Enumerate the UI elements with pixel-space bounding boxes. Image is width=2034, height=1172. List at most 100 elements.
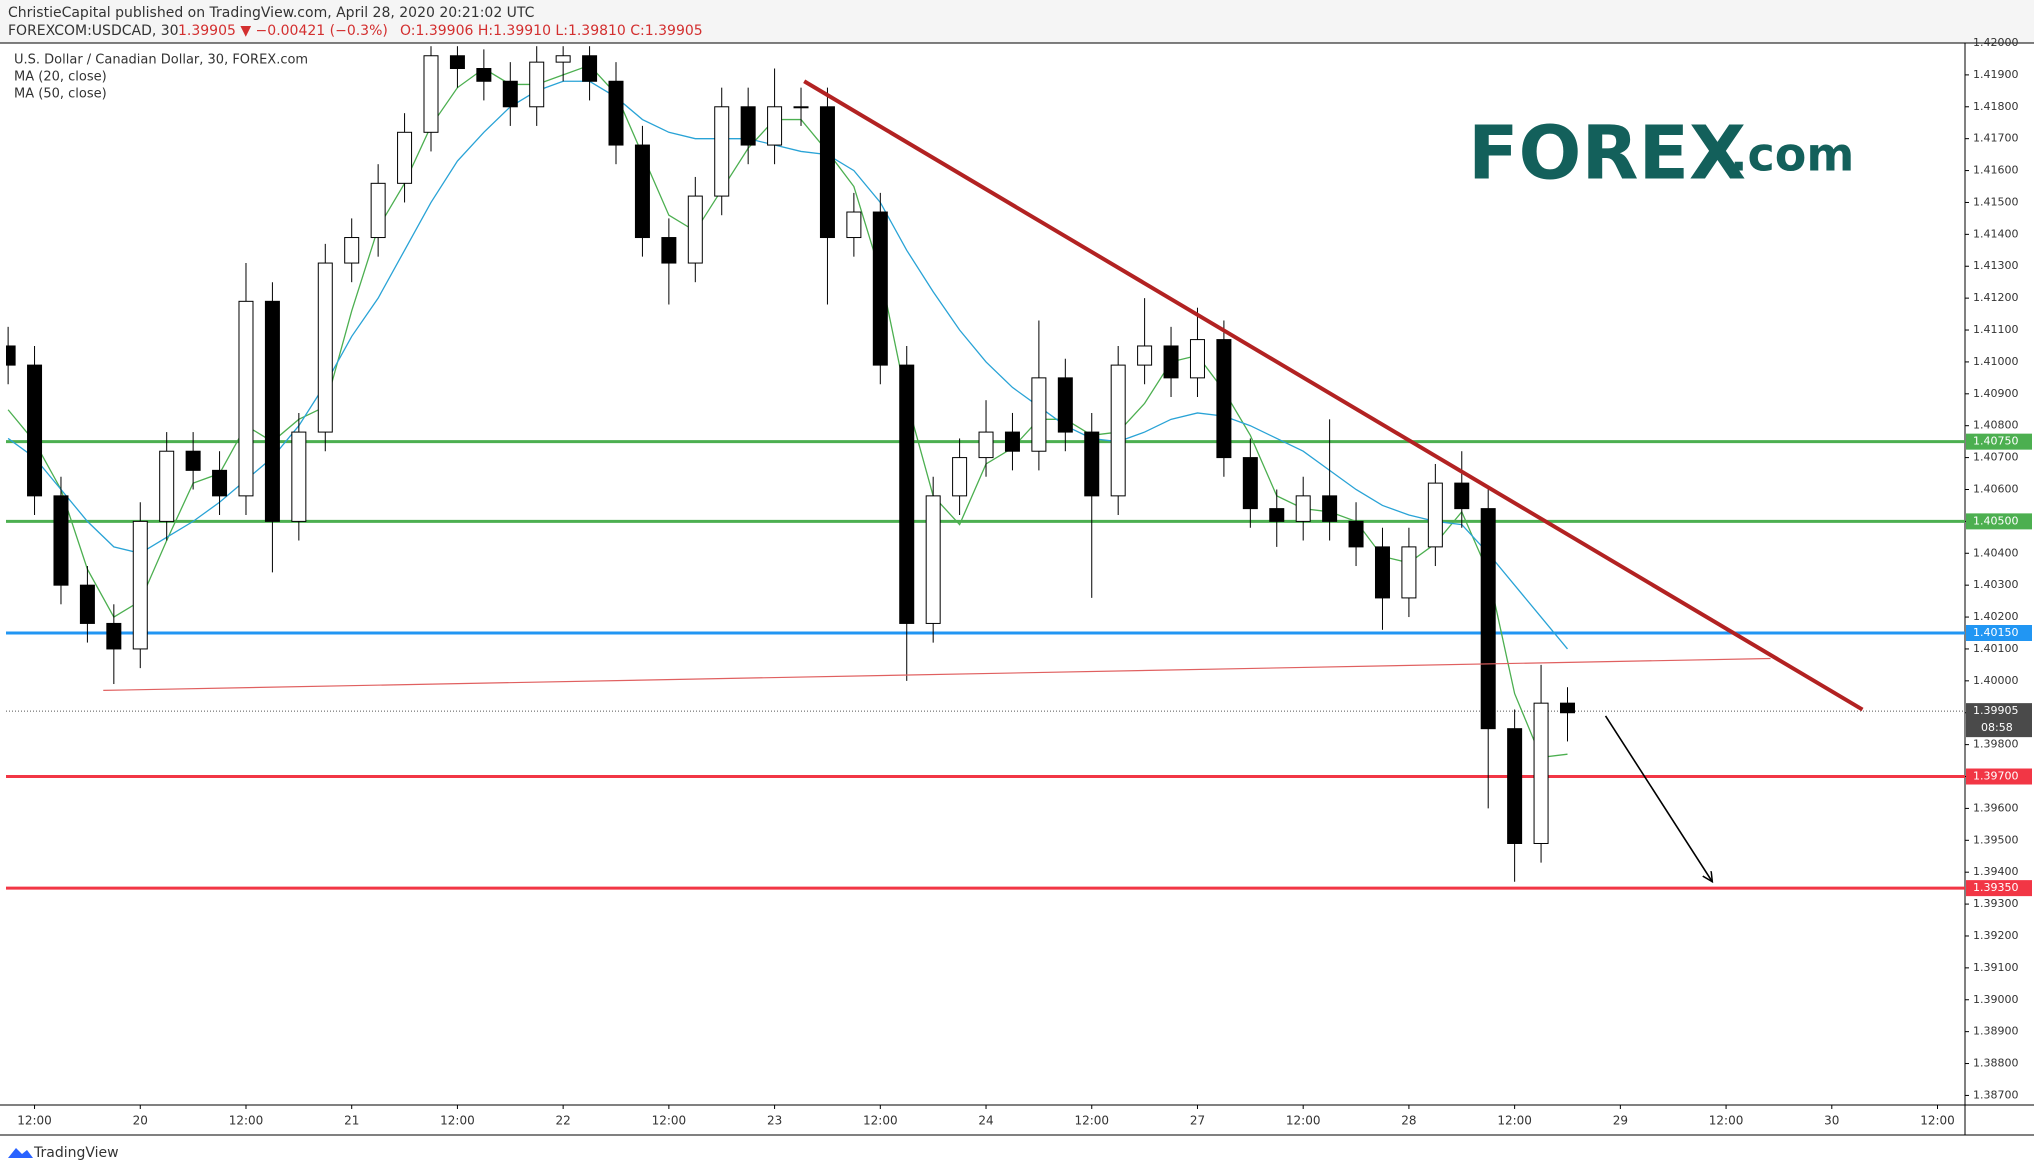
legend-entry: MA (50, close) xyxy=(14,87,107,102)
countdown: 08:58 xyxy=(1981,721,2013,734)
candle-body xyxy=(27,364,43,497)
candle-body xyxy=(925,495,941,624)
candle-body xyxy=(899,364,915,624)
candle-body xyxy=(212,469,228,497)
y-tick-label: 1.39600 xyxy=(1973,801,2019,814)
level-label-box xyxy=(1966,768,2032,785)
candle-body xyxy=(1084,431,1100,497)
level-label-box xyxy=(1966,625,2032,641)
candle-body xyxy=(1454,482,1470,510)
y-tick-label: 1.40100 xyxy=(1973,642,2019,655)
x-tick-label: 28 xyxy=(1401,1114,1416,1128)
y-tick-label: 1.41800 xyxy=(1973,100,2019,113)
y-tick-label: 1.40700 xyxy=(1973,451,2019,464)
y-tick-label: 1.40000 xyxy=(1973,674,2019,687)
level-label: 1.39700 xyxy=(1973,770,2019,783)
y-tick-label: 1.40400 xyxy=(1973,546,2019,559)
last-price-label: 1.39905 xyxy=(1973,704,2019,717)
candle-body xyxy=(370,182,386,239)
trendline xyxy=(1604,715,1713,882)
x-tick-label: 12:00 xyxy=(1920,1114,1955,1128)
candle-body xyxy=(1374,546,1390,599)
y-tick-label: 1.41700 xyxy=(1973,132,2019,145)
candle-body xyxy=(423,55,439,133)
x-tick-label: 12:00 xyxy=(863,1114,898,1128)
level-label-box xyxy=(1966,433,2032,450)
x-tick-label: 21 xyxy=(344,1114,359,1128)
trendline xyxy=(803,79,1864,712)
x-tick-label: 29 xyxy=(1613,1114,1628,1128)
level-label: 1.40150 xyxy=(1973,626,2019,639)
candle-body xyxy=(634,144,650,239)
footer-brand: TradingView xyxy=(33,1145,119,1161)
candle-body xyxy=(1031,377,1047,452)
y-tick-label: 1.41000 xyxy=(1973,355,2019,368)
candle-body xyxy=(1559,702,1575,714)
x-tick-label: 12:00 xyxy=(1709,1114,1744,1128)
candle-body xyxy=(502,80,518,108)
x-tick-label: 24 xyxy=(978,1114,993,1128)
level-label: 1.39350 xyxy=(1973,881,2019,894)
y-tick-label: 1.39500 xyxy=(1973,833,2019,846)
candle-body xyxy=(687,195,703,264)
candle-body xyxy=(132,520,148,650)
candle-body xyxy=(1269,508,1285,522)
candle-body xyxy=(449,55,465,70)
candle-body xyxy=(1242,457,1258,510)
y-tick-label: 1.41900 xyxy=(1973,68,2019,81)
candle-body xyxy=(1189,339,1205,379)
candle-body xyxy=(1004,431,1020,452)
y-tick-label: 1.40300 xyxy=(1973,578,2019,591)
y-tick-label: 1.38800 xyxy=(1973,1057,2019,1070)
chart-title: U.S. Dollar / Canadian Dollar, 30, FOREX… xyxy=(14,53,308,68)
candle-body xyxy=(6,345,16,366)
candle-body xyxy=(1216,339,1232,459)
y-tick-label: 1.38700 xyxy=(1973,1088,2019,1101)
candle-body xyxy=(264,300,280,522)
level-label: 1.40500 xyxy=(1973,514,2019,527)
x-tick-label: 12:00 xyxy=(1074,1114,1109,1128)
x-tick-label: 12:00 xyxy=(1286,1114,1321,1128)
candle-body xyxy=(344,237,360,264)
candle-body xyxy=(1295,495,1311,522)
ohlc-readout: O:1.39906 H:1.39910 L:1.39810 C:1.39905 xyxy=(400,23,703,39)
candle-body xyxy=(978,431,994,459)
candle-body xyxy=(1057,377,1073,433)
x-tick-label: 12:00 xyxy=(1497,1114,1532,1128)
candle-body xyxy=(714,106,730,197)
x-tick-label: 12:00 xyxy=(17,1114,52,1128)
x-tick-label: 23 xyxy=(767,1114,782,1128)
y-tick-label: 1.40600 xyxy=(1973,482,2019,495)
y-tick-label: 1.40900 xyxy=(1973,387,2019,400)
candle-body xyxy=(1137,345,1153,366)
candle-body xyxy=(846,211,862,239)
x-tick-label: 12:00 xyxy=(229,1114,264,1128)
y-tick-label: 1.39100 xyxy=(1973,961,2019,974)
candle-body xyxy=(1427,482,1443,548)
x-tick-label: 12:00 xyxy=(440,1114,475,1128)
candle-body xyxy=(819,106,835,239)
candle-body xyxy=(1110,364,1126,497)
candle-body xyxy=(1480,508,1496,730)
candle-body xyxy=(661,237,677,264)
legend-entry: MA (20, close) xyxy=(14,70,107,85)
header-bar xyxy=(0,0,2034,43)
candle-body xyxy=(1401,546,1417,599)
y-tick-label: 1.39000 xyxy=(1973,993,2019,1006)
candle-body xyxy=(185,450,201,471)
y-tick-label: 1.42000 xyxy=(1973,36,2019,49)
logo-brand: FOREX xyxy=(1468,111,1746,197)
candle-body xyxy=(952,457,968,497)
candle-body xyxy=(106,622,122,650)
y-tick-label: 1.41400 xyxy=(1973,227,2019,240)
y-tick-label: 1.39800 xyxy=(1973,738,2019,751)
published-line: ChristieCapital published on TradingView… xyxy=(8,5,535,21)
y-tick-label: 1.41500 xyxy=(1973,195,2019,208)
y-tick-label: 1.39200 xyxy=(1973,929,2019,942)
symbol: FOREXCOM:USDCAD, 30 xyxy=(8,23,179,39)
level-label: 1.40750 xyxy=(1973,435,2019,448)
candle-body xyxy=(1163,345,1179,379)
candle-body xyxy=(159,450,175,522)
candle-body xyxy=(529,61,545,108)
x-tick-label: 30 xyxy=(1824,1114,1839,1128)
